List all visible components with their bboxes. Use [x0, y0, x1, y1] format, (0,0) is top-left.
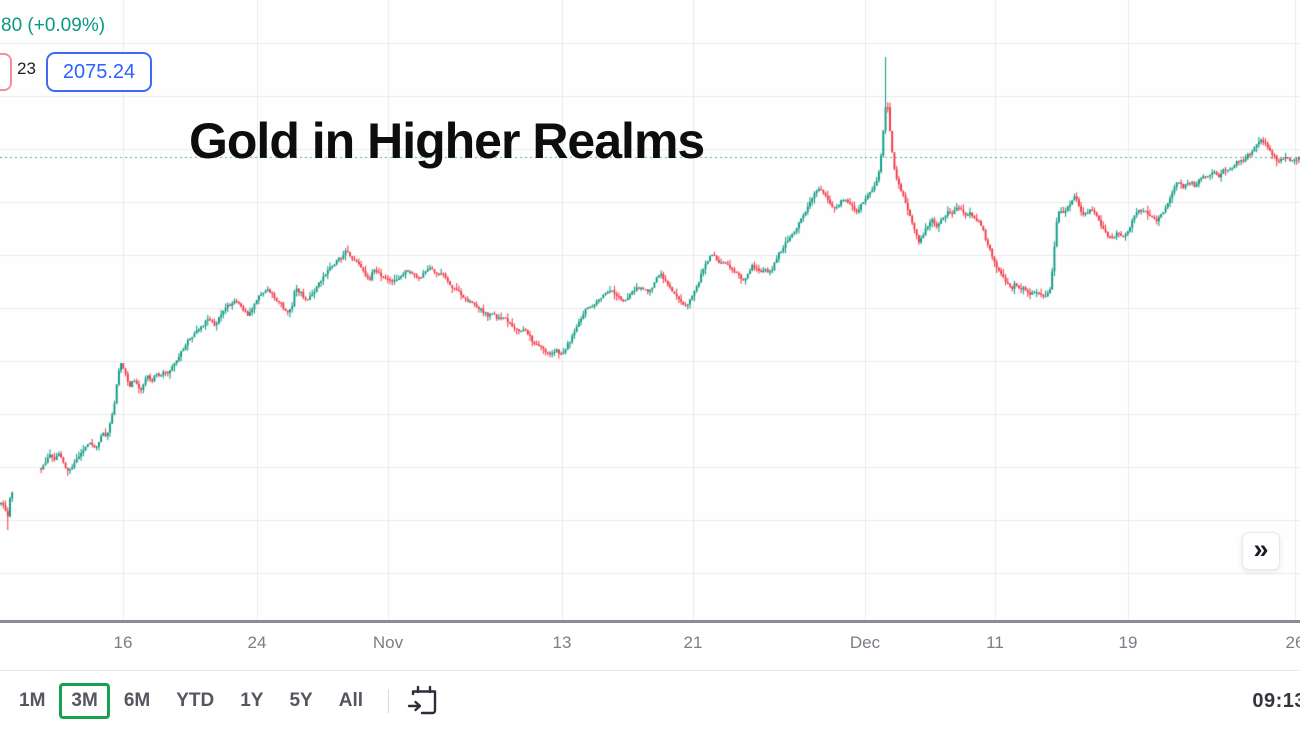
range-button-1y[interactable]: 1Y: [240, 690, 264, 711]
time-tick-dec: Dec: [849, 633, 881, 652]
chart-annotation-title: Gold in Higher Realms: [189, 113, 705, 169]
clock-time[interactable]: 09:13: [1252, 689, 1300, 712]
time-tick-24: 24: [247, 633, 267, 652]
candlestick-chart[interactable]: [0, 0, 1300, 620]
range-button-6m[interactable]: 6M: [123, 690, 151, 711]
range-button-1m[interactable]: 1M: [19, 690, 46, 711]
range-button-5y[interactable]: 5Y: [289, 690, 313, 711]
time-tick-13: 13: [552, 633, 572, 652]
time-tick-26: 26: [1285, 633, 1300, 652]
time-tick-16: 16: [113, 633, 133, 652]
time-tick-11: 11: [986, 633, 1004, 652]
toolbar-divider: [388, 689, 389, 713]
price-label-box[interactable]: 2075.24: [46, 52, 152, 92]
calendar-arrow-icon: [407, 685, 437, 715]
clipped-red-price-box: [0, 53, 12, 91]
range-button-group: 1M 3M 6M YTD 1Y 5Y All: [6, 683, 376, 719]
double-chevron-right-icon: »: [1253, 533, 1269, 564]
scroll-to-recent-button[interactable]: »: [1242, 532, 1280, 570]
range-button-all[interactable]: All: [338, 690, 363, 711]
go-to-date-button[interactable]: [404, 681, 444, 721]
bottom-toolbar: 1M 3M 6M YTD 1Y 5Y All 09:13: [0, 670, 1300, 731]
time-tick-19: 19: [1118, 633, 1138, 652]
legend-change-text: 80 (+0.09%): [1, 15, 106, 36]
time-axis-separator: [0, 620, 1300, 623]
time-axis[interactable]: 16 24 Nov 13 21 Dec 11 19 26: [0, 623, 1300, 668]
legend-value: 23: [17, 59, 36, 78]
range-button-ytd[interactable]: YTD: [176, 690, 215, 711]
time-tick-nov: Nov: [372, 633, 404, 652]
time-tick-21: 21: [683, 633, 703, 652]
range-button-3m[interactable]: 3M: [59, 683, 110, 719]
